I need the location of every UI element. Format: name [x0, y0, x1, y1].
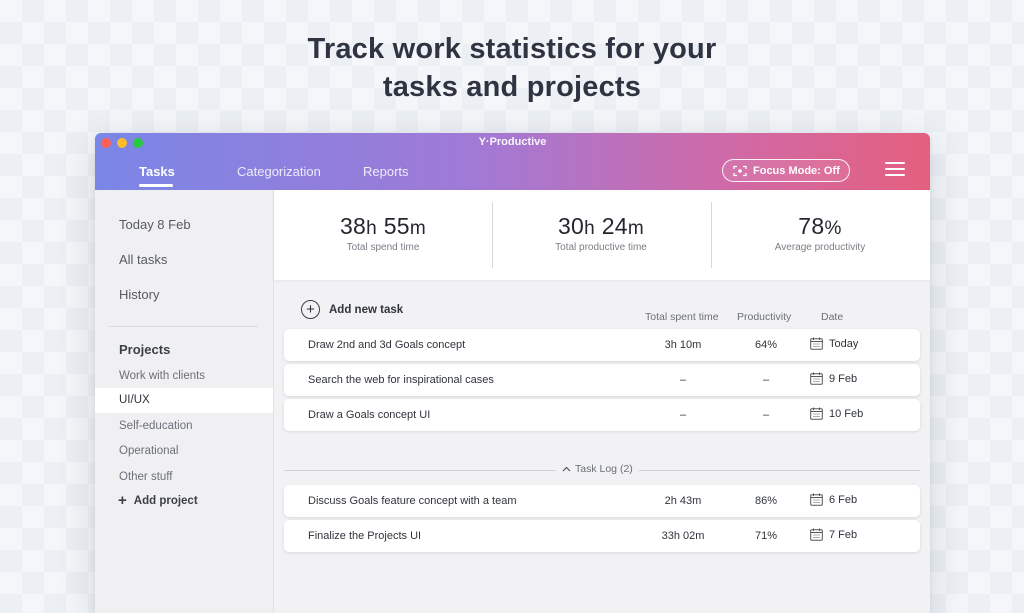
- stat-total-spend: 38h 55m Total spend time: [274, 213, 492, 253]
- column-header-date[interactable]: Date: [821, 311, 844, 323]
- main-panel: 38h 55m Total spend time 30h 24m Total p…: [274, 190, 930, 613]
- focus-icon: [733, 165, 747, 177]
- sidebar-item-history[interactable]: History: [119, 287, 160, 302]
- calendar-icon: [810, 528, 823, 541]
- tab-reports[interactable]: Reports: [363, 164, 409, 179]
- stat-label: Total productive time: [555, 242, 647, 253]
- task-productivity: 86%: [754, 495, 778, 507]
- task-log-row[interactable]: Discuss Goals feature concept with a tea…: [284, 485, 920, 517]
- sidebar-item-all-tasks[interactable]: All tasks: [119, 252, 168, 267]
- app-header: Y·Productive Tasks Categorization Report…: [95, 133, 930, 190]
- add-circle-icon: +: [301, 300, 320, 319]
- task-name: Draw 2nd and 3d Goals concept: [308, 339, 466, 351]
- close-window-button[interactable]: [101, 138, 111, 148]
- calendar-icon: [810, 337, 823, 350]
- window-title: Y·Productive: [478, 136, 547, 148]
- task-spent-time: 33h 02m: [661, 530, 705, 542]
- calendar-icon: [810, 407, 823, 420]
- sidebar-item-today[interactable]: Today 8 Feb: [119, 217, 191, 232]
- task-date[interactable]: 6 Feb: [810, 493, 857, 506]
- task-productivity: –: [762, 374, 770, 386]
- task-name: Finalize the Projects UI: [308, 530, 422, 542]
- project-item-ui-ux[interactable]: UI/UX: [95, 388, 273, 413]
- stats-panel: 38h 55m Total spend time 30h 24m Total p…: [274, 190, 930, 280]
- task-productivity: –: [762, 409, 770, 421]
- task-name: Discuss Goals feature concept with a tea…: [308, 495, 517, 507]
- minimize-window-button[interactable]: [117, 138, 127, 148]
- task-log-toggle[interactable]: Task Log (2): [556, 463, 639, 475]
- add-new-task-button[interactable]: + Add new task: [301, 300, 403, 319]
- task-log-row[interactable]: Finalize the Projects UI 33h 02m 71% 7 F…: [284, 520, 920, 552]
- sidebar: Today 8 Feb All tasks History Projects W…: [95, 190, 274, 613]
- promo-headline: Track work statistics for your tasks and…: [0, 30, 1024, 106]
- plus-icon: +: [118, 492, 127, 509]
- task-spent-time: 3h 10m: [664, 339, 702, 351]
- tab-tasks[interactable]: Tasks: [139, 164, 175, 179]
- calendar-icon: [810, 372, 823, 385]
- column-header-spent[interactable]: Total spent time: [645, 311, 719, 323]
- project-item-operational[interactable]: Operational: [119, 445, 179, 457]
- zoom-window-button[interactable]: [133, 138, 143, 148]
- add-new-task-label: Add new task: [329, 303, 404, 316]
- task-row[interactable]: Search the web for inspirational cases –…: [284, 364, 920, 396]
- stat-divider: [711, 202, 712, 268]
- hamburger-menu-icon[interactable]: [885, 162, 905, 177]
- stat-average-productivity: 78% Average productivity: [711, 213, 929, 253]
- stat-value: 38h 55m: [339, 213, 427, 239]
- task-spent-time: 2h 43m: [664, 495, 702, 507]
- stat-label: Total spend time: [346, 242, 420, 253]
- stat-label: Average productivity: [774, 242, 866, 253]
- stat-total-productive: 30h 24m Total productive time: [492, 213, 710, 253]
- stat-value: 78%: [798, 213, 842, 239]
- add-project-label: Add project: [133, 495, 198, 507]
- task-productivity: 71%: [754, 530, 778, 542]
- task-spent-time: –: [679, 374, 687, 386]
- task-name: Search the web for inspirational cases: [308, 374, 494, 386]
- task-date[interactable]: 7 Feb: [810, 528, 857, 541]
- project-item-label: UI/UX: [119, 394, 150, 406]
- task-row[interactable]: Draw a Goals concept UI – – 10 Feb: [284, 399, 920, 431]
- headline-line-2: tasks and projects: [382, 71, 642, 103]
- task-date[interactable]: 10 Feb: [810, 407, 863, 420]
- task-productivity: 64%: [754, 339, 778, 351]
- task-row[interactable]: Draw 2nd and 3d Goals concept 3h 10m 64%…: [284, 329, 920, 361]
- task-date[interactable]: 9 Feb: [810, 372, 857, 385]
- stat-value: 30h 24m: [557, 213, 645, 239]
- projects-heading: Projects: [119, 342, 171, 357]
- focus-mode-label: Focus Mode: Off: [753, 164, 840, 177]
- project-item-self-education[interactable]: Self-education: [119, 420, 193, 432]
- project-item-other-stuff[interactable]: Other stuff: [119, 471, 173, 483]
- chevron-up-icon: [562, 466, 571, 472]
- task-spent-time: –: [679, 409, 687, 421]
- sidebar-divider: [109, 326, 258, 327]
- task-name: Draw a Goals concept UI: [308, 409, 431, 421]
- active-tab-indicator: [139, 184, 173, 187]
- focus-mode-button[interactable]: Focus Mode: Off: [722, 159, 850, 182]
- column-header-productivity[interactable]: Productivity: [737, 311, 792, 323]
- headline-line-1: Track work statistics for your: [307, 33, 717, 65]
- task-log-label: Task Log (2): [575, 463, 633, 475]
- calendar-icon: [810, 493, 823, 506]
- app-window: Y·Productive Tasks Categorization Report…: [95, 133, 930, 613]
- add-project-button[interactable]: + Add project: [118, 492, 198, 509]
- task-date[interactable]: Today: [810, 337, 858, 350]
- tab-categorization[interactable]: Categorization: [237, 164, 321, 179]
- stat-divider: [492, 202, 493, 268]
- project-item-work-with-clients[interactable]: Work with clients: [119, 370, 206, 382]
